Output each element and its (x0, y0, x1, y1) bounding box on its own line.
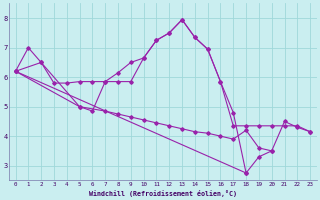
X-axis label: Windchill (Refroidissement éolien,°C): Windchill (Refroidissement éolien,°C) (89, 190, 237, 197)
